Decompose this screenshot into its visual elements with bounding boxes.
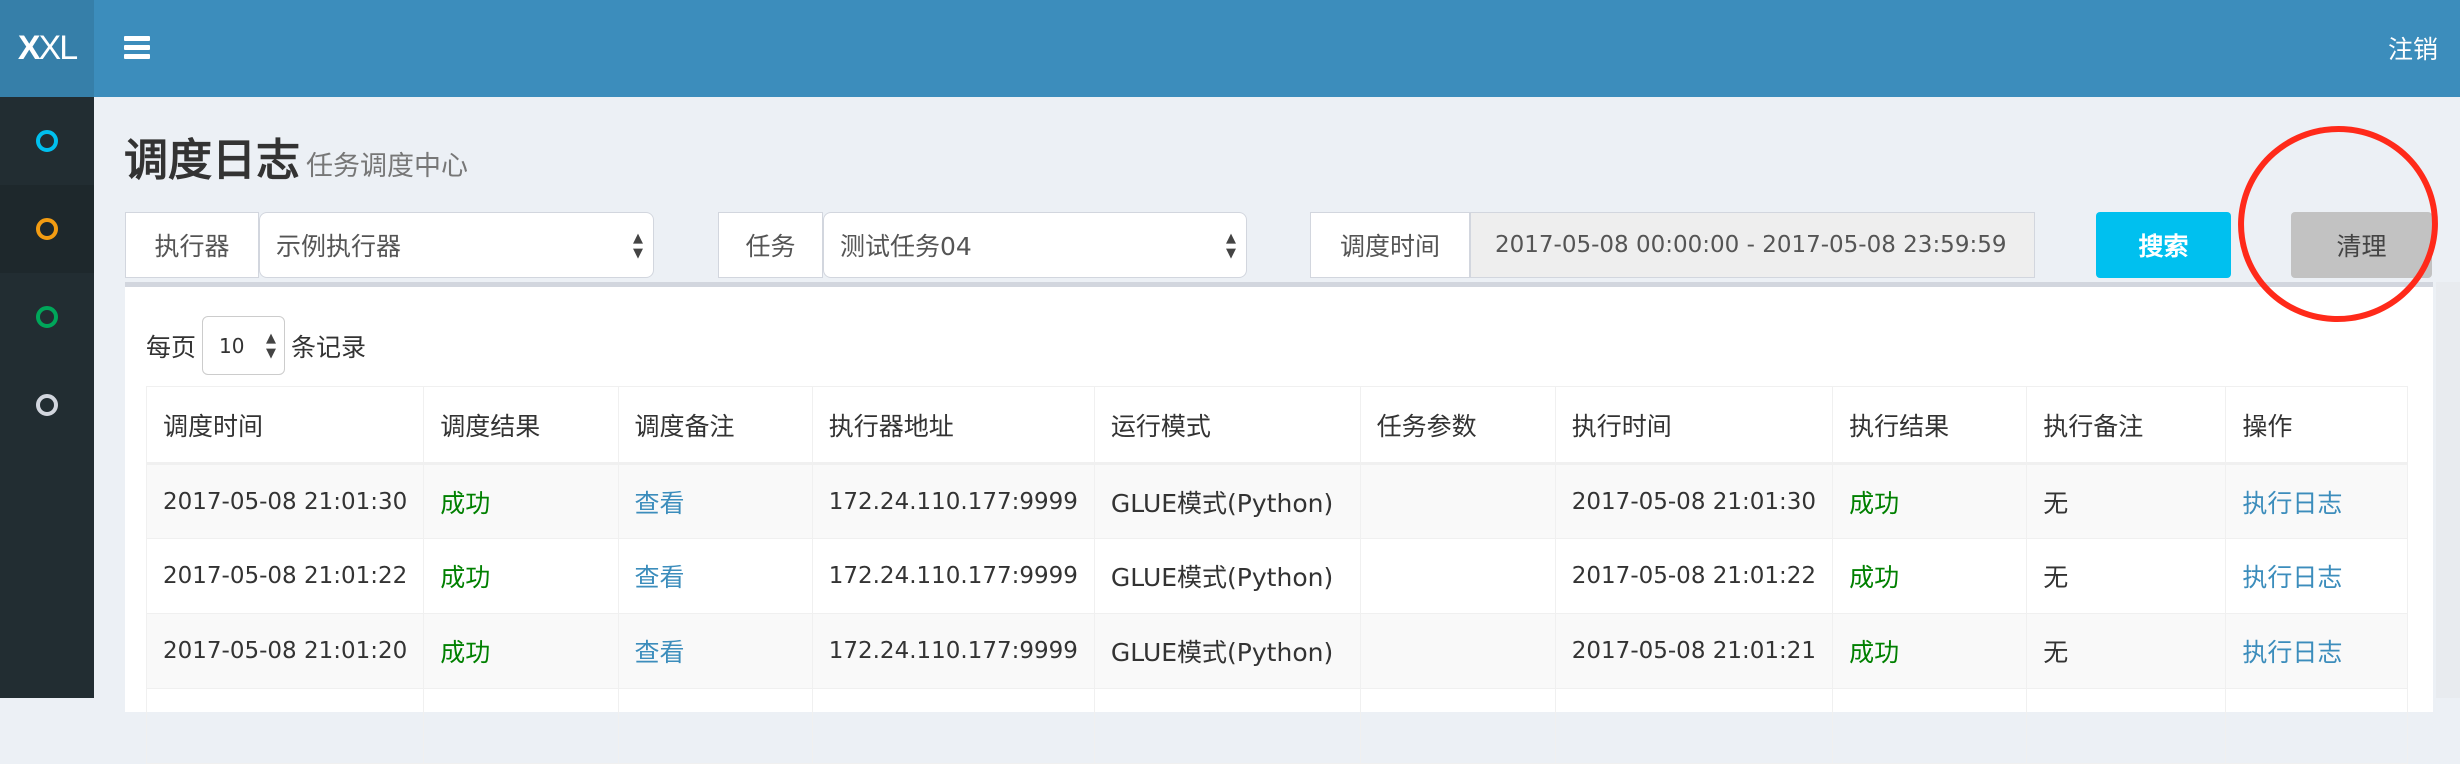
cell	[1359, 538, 1556, 614]
sidebar	[0, 97, 94, 698]
execution-log-link[interactable]: 执行日志	[2225, 538, 2408, 614]
page-title-text: 调度日志	[124, 135, 300, 186]
sidebar-item-2[interactable]	[0, 185, 94, 273]
cell: 2017-05-08 21:01:20	[145, 613, 425, 689]
execution-log-link[interactable]: 执行日志	[2225, 463, 2408, 539]
task-value: 测试任务04	[840, 232, 972, 261]
circle-icon	[36, 218, 58, 240]
task-select[interactable]: 测试任务04 ▲ ▼	[823, 212, 1247, 278]
column-header: 任务参数	[1359, 386, 1556, 465]
page-subtitle: 任务调度中心	[306, 151, 468, 182]
column-header: 执行备注	[2026, 386, 2227, 465]
cell	[1093, 688, 1361, 764]
cell: 172.24.110.177:9999	[811, 463, 1095, 539]
table-row	[145, 688, 2408, 764]
log-table: 调度时间 调度结果 调度备注 执行器地址 运行模式 任务参数 执行时间 执行结果 执行备注 操作 …	[145, 386, 2408, 764]
logout-link[interactable]: 注销	[2387, 35, 2438, 64]
select-arrows-icon: ▲ ▼	[266, 331, 277, 361]
select-arrows-icon: ▲ ▼	[633, 231, 643, 261]
column-header: 调度时间	[145, 386, 425, 465]
cell: GLUE模式(Python)	[1093, 463, 1361, 539]
select-arrows-icon: ▲ ▼	[1226, 231, 1236, 261]
cell: 2017-05-08 21:01:30	[145, 463, 425, 539]
sidebar-item-4[interactable]	[0, 361, 94, 449]
cell	[1359, 688, 1556, 764]
cell: 无	[2026, 613, 2227, 689]
cell	[1832, 688, 2028, 764]
column-header: 执行器地址	[811, 386, 1095, 465]
cell	[1554, 688, 1834, 764]
column-header: 调度结果	[423, 386, 619, 465]
column-header: 执行时间	[1554, 386, 1834, 465]
circle-icon	[36, 306, 58, 328]
cell	[617, 688, 813, 764]
cell	[145, 688, 425, 764]
view-remark-link[interactable]: 查看	[617, 613, 813, 689]
cell: 无	[2026, 538, 2227, 614]
page-size-suffix: 条记录	[291, 332, 367, 362]
cell	[1359, 613, 1556, 689]
cell	[2225, 688, 2408, 764]
execution-log-link[interactable]: 执行日志	[2225, 613, 2408, 689]
table-row: 2017-05-08 21:01:22 成功 查看 172.24.110.177:99…	[145, 538, 2408, 614]
cell	[423, 688, 619, 764]
logo-bold: X	[17, 29, 41, 67]
view-remark-link[interactable]: 查看	[617, 463, 813, 539]
hamburger-menu-icon[interactable]	[124, 36, 150, 60]
logo[interactable]: X XL	[0, 0, 94, 97]
cell: GLUE模式(Python)	[1093, 613, 1361, 689]
table-row: 2017-05-08 21:01:30 成功 查看 172.24.110.177:99…	[145, 463, 2408, 539]
time-range-input[interactable]: 2017-05-08 00:00:00 - 2017-05-08 23:59:5…	[1470, 212, 2035, 278]
task-filter: 任务 测试任务04 ▲ ▼	[718, 212, 1247, 278]
cell: 2017-05-08 21:01:22	[1554, 538, 1834, 614]
sidebar-item-1[interactable]	[0, 97, 94, 185]
page-size-control: 每页 10 ▲ ▼ 条记录	[146, 316, 366, 375]
column-header: 运行模式	[1093, 386, 1361, 465]
status-success: 成功	[423, 613, 619, 689]
page-size-select[interactable]: 10 ▲ ▼	[202, 316, 286, 375]
page-title: 调度日志 任务调度中心	[124, 124, 468, 188]
top-navbar: X XL 注销	[0, 0, 2460, 97]
status-success: 成功	[1832, 613, 2028, 689]
page-size-value: 10	[219, 333, 245, 358]
cell: GLUE模式(Python)	[1093, 538, 1361, 614]
clear-button[interactable]: 清理	[2291, 212, 2432, 278]
executor-select[interactable]: 示例执行器 ▲ ▼	[259, 212, 654, 278]
task-label: 任务	[718, 212, 823, 278]
executor-value: 示例执行器	[276, 232, 402, 261]
column-header: 执行结果	[1832, 386, 2028, 465]
status-success: 成功	[423, 538, 619, 614]
circle-icon	[36, 394, 58, 416]
table-header-row: 调度时间 调度结果 调度备注 执行器地址 运行模式 任务参数 执行时间 执行结果 执行备注 操作	[145, 386, 2408, 465]
view-remark-link[interactable]: 查看	[617, 538, 813, 614]
cell	[2026, 688, 2227, 764]
time-filter: 调度时间 2017-05-08 00:00:00 - 2017-05-08 23…	[1310, 212, 2035, 278]
logo-text: XL	[38, 29, 79, 67]
table-row: 2017-05-08 21:01:20 成功 查看 172.24.110.177:99…	[145, 613, 2408, 689]
search-button[interactable]: 搜索	[2096, 212, 2231, 278]
sidebar-item-3[interactable]	[0, 273, 94, 361]
cell	[1359, 463, 1556, 539]
cell: 172.24.110.177:9999	[811, 613, 1095, 689]
circle-icon	[36, 130, 58, 152]
cell: 172.24.110.177:9999	[811, 538, 1095, 614]
cell	[811, 688, 1095, 764]
cell: 2017-05-08 21:01:21	[1554, 613, 1834, 689]
column-header: 调度备注	[617, 386, 813, 465]
column-header: 操作	[2225, 386, 2408, 465]
status-success: 成功	[1832, 538, 2028, 614]
cell: 无	[2026, 463, 2227, 539]
time-label: 调度时间	[1310, 212, 1470, 278]
status-success: 成功	[423, 463, 619, 539]
executor-filter: 执行器 示例执行器 ▲ ▼	[125, 212, 654, 278]
cell: 2017-05-08 21:01:30	[1554, 463, 1834, 539]
page-size-prefix: 每页	[146, 332, 197, 362]
status-success: 成功	[1832, 463, 2028, 539]
cell: 2017-05-08 21:01:22	[145, 538, 425, 614]
executor-label: 执行器	[125, 212, 259, 278]
scrollbar[interactable]	[2436, 282, 2460, 698]
